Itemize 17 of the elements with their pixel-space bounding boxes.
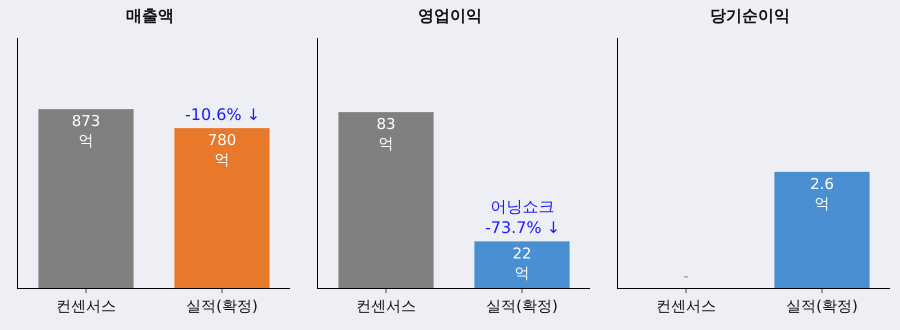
annotation: 어닝쇼크 -73.7% ↓ — [485, 197, 560, 237]
x-tick-label: 컨센서스 — [56, 297, 116, 315]
chart-title: 매출액 — [126, 6, 174, 26]
chart-title: 영업이익 — [418, 6, 482, 26]
data-label: 22 억 — [512, 244, 532, 282]
x-tick-label: 실적(확정) — [486, 297, 558, 315]
data-label: 780 억 — [208, 131, 236, 169]
data-label: 873 억 — [72, 112, 100, 150]
x-tick-label: 컨센서스 — [656, 297, 716, 315]
data-label: 83 억 — [376, 115, 396, 153]
x-tick-label: 컨센서스 — [356, 297, 416, 315]
annotation: -10.6% ↓ — [185, 105, 260, 124]
data-label: 2.6 억 — [810, 174, 834, 212]
data-label: - — [683, 267, 689, 285]
x-tick-label: 실적(확정) — [186, 297, 258, 315]
x-tick-label: 실적(확정) — [786, 297, 858, 315]
chart-title: 당기순이익 — [710, 6, 790, 26]
